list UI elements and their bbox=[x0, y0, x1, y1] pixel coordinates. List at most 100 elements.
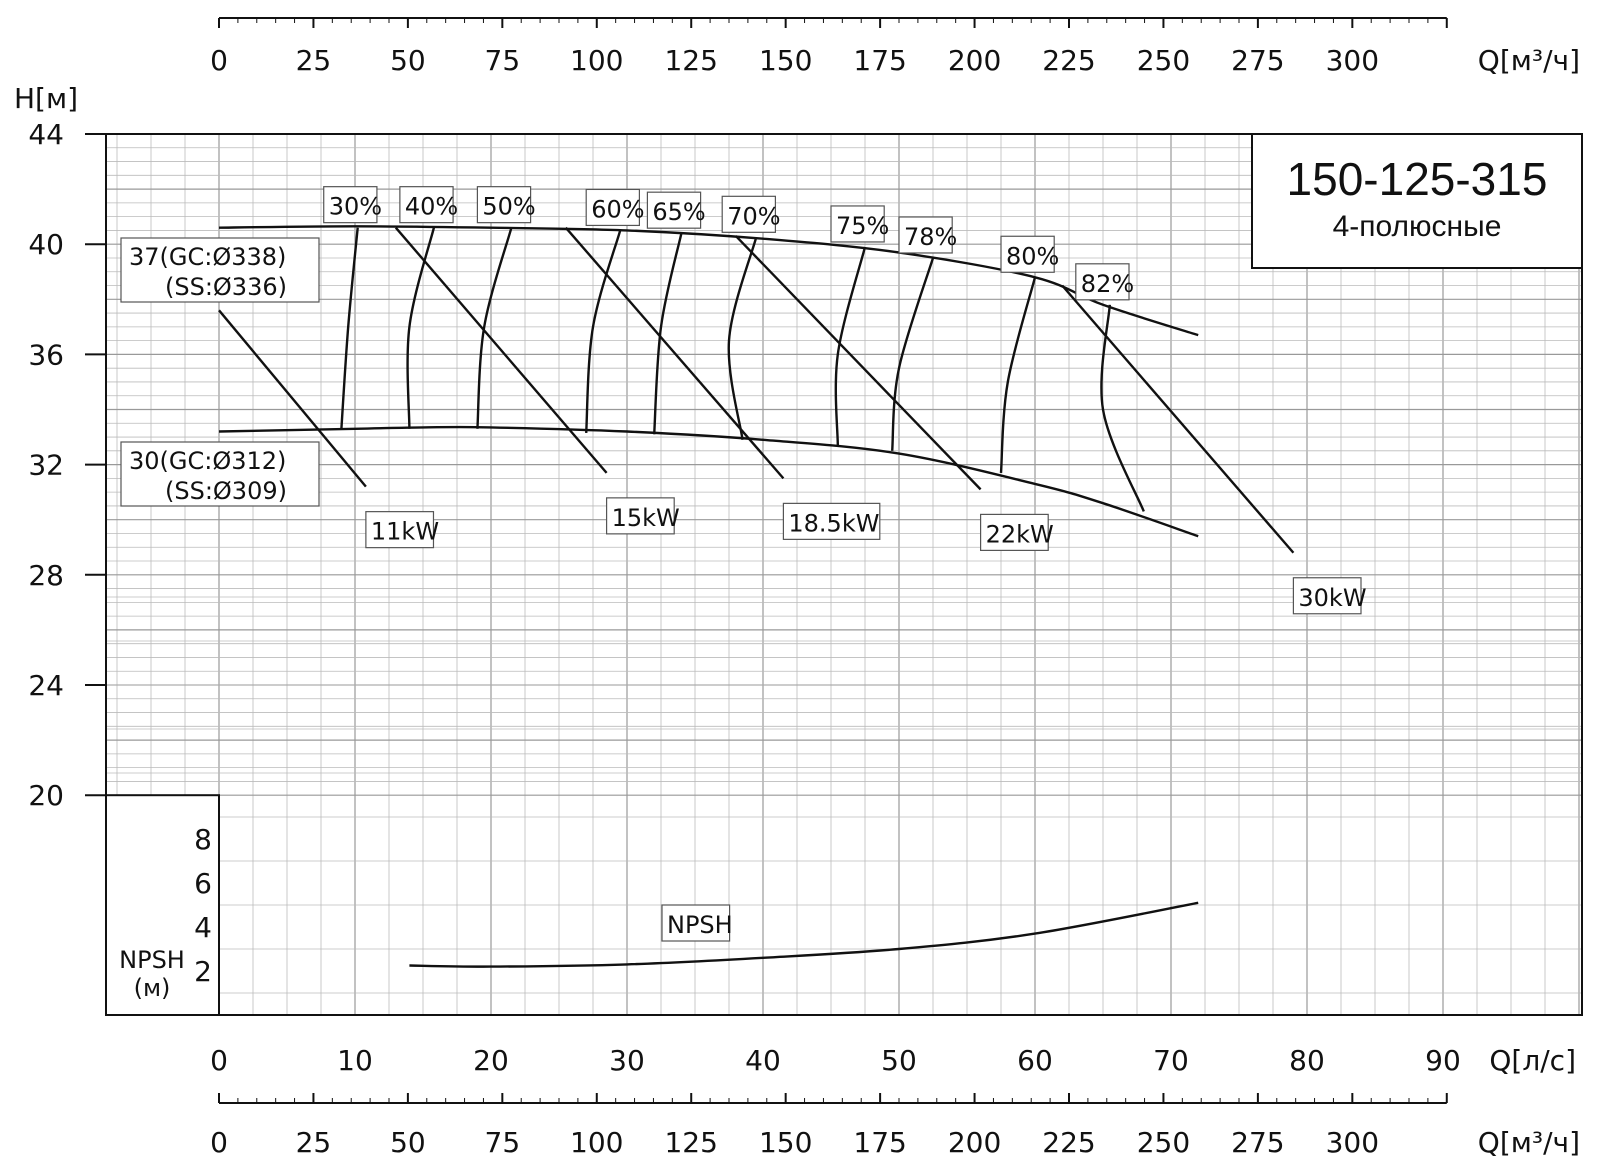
power-line bbox=[394, 226, 608, 474]
npsh-tick-label: 2 bbox=[194, 955, 212, 988]
efficiency-label-text: 70% bbox=[727, 202, 780, 230]
x-tick-label-m3h: 175 bbox=[853, 1126, 906, 1159]
efficiency-curve bbox=[891, 257, 935, 451]
efficiency-label-text: 40% bbox=[405, 193, 458, 221]
x-axis-label-m3h: Q[м³/ч] bbox=[1478, 44, 1580, 77]
x-axis-m3h-bottom bbox=[218, 1093, 1448, 1104]
x-tick-label-ls: 70 bbox=[1153, 1044, 1189, 1077]
impeller-label-37-line: (SS:Ø336) bbox=[165, 273, 287, 301]
efficiency-label-text: 75% bbox=[836, 212, 889, 240]
impeller-curve-37 bbox=[218, 225, 1199, 337]
x-tick-label-ls: 20 bbox=[473, 1044, 509, 1077]
y-tick-label: 24 bbox=[28, 669, 64, 702]
x-tick-label-m3h: 75 bbox=[485, 44, 521, 77]
efficiency-label: 82% bbox=[1075, 263, 1134, 301]
y-tick-label: 44 bbox=[28, 118, 64, 151]
efficiency-label: 50% bbox=[476, 186, 536, 224]
power-line bbox=[564, 226, 785, 480]
power-line bbox=[1061, 284, 1295, 554]
power-label-text: 22kW bbox=[986, 520, 1054, 548]
x-tick-label-m3h: 175 bbox=[853, 44, 906, 77]
npsh-curve bbox=[409, 901, 1199, 968]
x-tick-label-m3h: 275 bbox=[1231, 44, 1284, 77]
x-tick-label-m3h: 300 bbox=[1326, 44, 1379, 77]
efficiency-label-text: 60% bbox=[591, 195, 644, 223]
efficiency-label-text: 65% bbox=[652, 198, 705, 226]
npsh-axis-panel bbox=[105, 794, 220, 1017]
impeller-label-37-line: 37(GC:Ø338) bbox=[129, 243, 286, 271]
npsh-tick-label: 8 bbox=[194, 823, 212, 856]
npsh-curve-label: NPSH bbox=[661, 904, 733, 942]
power-label-text: 18.5kW bbox=[788, 509, 879, 537]
efficiency-curve bbox=[585, 230, 622, 433]
power-label-text: 30kW bbox=[1298, 584, 1366, 612]
chart-subtitle: 4-полюсные bbox=[1333, 210, 1502, 243]
x-tick-label-m3h: 0 bbox=[210, 44, 228, 77]
chart-title: 150-125-315 bbox=[1287, 153, 1548, 205]
x-tick-label-m3h: 300 bbox=[1326, 1126, 1379, 1159]
x-tick-label-m3h: 250 bbox=[1137, 1126, 1190, 1159]
npsh-curve-label-text: NPSH bbox=[667, 911, 733, 939]
x-tick-label-m3h: 0 bbox=[210, 1126, 228, 1159]
x-tick-label-m3h: 100 bbox=[570, 1126, 623, 1159]
npsh-tick-label: 4 bbox=[194, 911, 212, 944]
efficiency-curve bbox=[406, 227, 436, 429]
power-label: 22kW bbox=[979, 513, 1054, 551]
x-tick-label-m3h: 200 bbox=[948, 1126, 1001, 1159]
y-axis bbox=[85, 133, 107, 797]
x-tick-label-m3h: 275 bbox=[1231, 1126, 1284, 1159]
x-tick-label-ls: 0 bbox=[210, 1044, 228, 1077]
power-line bbox=[218, 309, 367, 488]
impeller-label-30-line: 30(GC:Ø312) bbox=[129, 447, 286, 475]
x-tick-label-m3h: 225 bbox=[1042, 44, 1095, 77]
x-tick-label-m3h: 225 bbox=[1042, 1126, 1095, 1159]
efficiency-curve bbox=[999, 276, 1037, 473]
y-tick-label: 36 bbox=[28, 338, 64, 371]
efficiency-curve bbox=[653, 232, 683, 435]
x-tick-label-m3h: 125 bbox=[664, 44, 717, 77]
x-tick-label-m3h: 100 bbox=[570, 44, 623, 77]
efficiency-label: 75% bbox=[830, 205, 889, 243]
efficiency-label: 60% bbox=[585, 188, 645, 227]
x-tick-label-ls: 90 bbox=[1425, 1044, 1461, 1077]
x-tick-label-ls: 50 bbox=[881, 1044, 917, 1077]
power-label: 30kW bbox=[1292, 577, 1367, 615]
x-tick-label-m3h: 50 bbox=[390, 1126, 426, 1159]
x-tick-label-m3h: 50 bbox=[390, 44, 426, 77]
impeller-label-37: 37(GC:Ø338)(SS:Ø336) bbox=[120, 237, 320, 303]
efficiency-label: 30% bbox=[323, 186, 382, 224]
efficiency-label: 80% bbox=[1000, 235, 1059, 273]
x-tick-label-m3h: 25 bbox=[296, 44, 332, 77]
x-tick-label-m3h: 250 bbox=[1137, 44, 1190, 77]
x-tick-label-m3h: 25 bbox=[296, 1126, 332, 1159]
power-line bbox=[734, 235, 982, 491]
impeller-label-30: 30(GC:Ø312)(SS:Ø309) bbox=[120, 441, 320, 507]
chart-title-box: 150-125-315 4-полюсные bbox=[1251, 133, 1583, 269]
x-tick-label-m3h: 150 bbox=[759, 1126, 812, 1159]
x-tick-label-m3h: 125 bbox=[664, 1126, 717, 1159]
efficiency-curve bbox=[476, 227, 513, 429]
y-tick-label: 40 bbox=[28, 228, 64, 261]
npsh-tick-label: 6 bbox=[194, 867, 212, 900]
efficiency-label-text: 82% bbox=[1081, 270, 1134, 298]
impeller-curve-30 bbox=[218, 425, 1199, 538]
efficiency-label: 70% bbox=[721, 195, 781, 233]
grid bbox=[106, 133, 1582, 1015]
efficiency-curve bbox=[727, 236, 758, 440]
efficiency-label: 78% bbox=[898, 216, 957, 254]
x-axis-label-m3h: Q[м³/ч] bbox=[1478, 1126, 1580, 1159]
efficiency-label: 40% bbox=[399, 186, 458, 224]
x-tick-label-ls: 40 bbox=[745, 1044, 781, 1077]
y-tick-label: 28 bbox=[28, 559, 64, 592]
power-label: 18.5kW bbox=[782, 502, 881, 540]
power-label-text: 15kW bbox=[612, 504, 680, 532]
power-label-text: 11kW bbox=[371, 518, 439, 546]
npsh-axis-unit: (м) bbox=[134, 974, 171, 1002]
y-axis-label: H[м] bbox=[14, 82, 78, 115]
x-tick-label-m3h: 200 bbox=[948, 44, 1001, 77]
efficiency-label: 65% bbox=[646, 191, 706, 229]
y-tick-label: 20 bbox=[28, 779, 64, 812]
x-tick-label-ls: 30 bbox=[609, 1044, 645, 1077]
efficiency-label-text: 80% bbox=[1006, 242, 1059, 270]
